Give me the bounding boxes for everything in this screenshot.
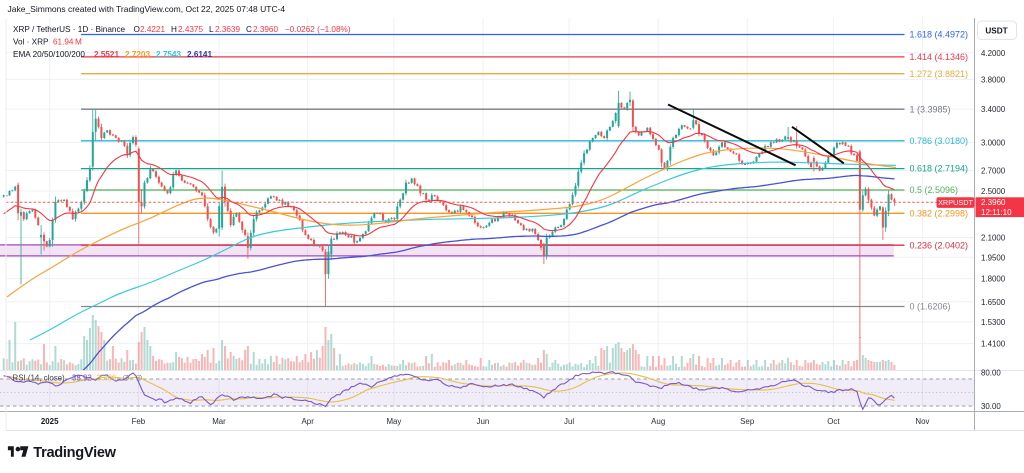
svg-text:Sep: Sep (740, 417, 755, 426)
svg-text:Apr: Apr (302, 417, 315, 426)
svg-text:1.5300: 1.5300 (981, 318, 1006, 327)
svg-text:Jun: Jun (477, 417, 490, 426)
svg-text:Oct: Oct (827, 417, 840, 426)
svg-text:1.4100: 1.4100 (981, 340, 1006, 349)
svg-text:2.3960: 2.3960 (981, 198, 1006, 207)
svg-text:1.272 (3.8821): 1.272 (3.8821) (910, 69, 969, 79)
svg-text:2025: 2025 (41, 417, 59, 426)
svg-text:3.0000: 3.0000 (981, 139, 1006, 148)
svg-text:0.5 (2.5096): 0.5 (2.5096) (910, 185, 959, 195)
svg-text:1 (3.3985): 1 (3.3985) (910, 104, 951, 114)
svg-text:12:11:10: 12:11:10 (981, 208, 1012, 217)
svg-text:Jul: Jul (564, 417, 574, 426)
svg-text:0.618 (2.7194): 0.618 (2.7194) (910, 164, 969, 174)
svg-text:0.786 (3.0180): 0.786 (3.0180) (910, 136, 969, 146)
svg-text:1.6500: 1.6500 (981, 298, 1006, 307)
svg-text:3.4000: 3.4000 (981, 105, 1006, 114)
svg-text:1.414 (4.1346): 1.414 (4.1346) (910, 52, 969, 62)
svg-text:Mar: Mar (212, 417, 226, 426)
svg-text:0.236 (2.0402): 0.236 (2.0402) (910, 240, 969, 250)
svg-text:80.00: 80.00 (981, 368, 1001, 377)
svg-text:0 (1.6206): 0 (1.6206) (910, 302, 951, 312)
svg-text:XRPUSDT: XRPUSDT (938, 198, 973, 207)
svg-text:Jake_Simmons created with Trad: Jake_Simmons created with TradingView.co… (8, 4, 286, 14)
svg-text:2.7000: 2.7000 (981, 167, 1006, 176)
svg-text:1.8000: 1.8000 (981, 275, 1006, 284)
svg-text:2.5000: 2.5000 (981, 187, 1006, 196)
svg-text:1.9500: 1.9500 (981, 253, 1006, 262)
svg-text:Nov: Nov (915, 417, 929, 426)
svg-text:3.8000: 3.8000 (981, 76, 1006, 85)
svg-text:TradingView: TradingView (33, 445, 116, 461)
svg-text:2.1000: 2.1000 (981, 234, 1006, 243)
svg-text:1.618 (4.4972): 1.618 (4.4972) (910, 30, 969, 40)
svg-text:May: May (386, 417, 401, 426)
svg-text:Aug: Aug (651, 417, 665, 426)
svg-text:30.00: 30.00 (981, 402, 1001, 411)
svg-text:4.2000: 4.2000 (981, 49, 1006, 58)
svg-text:Feb: Feb (132, 417, 146, 426)
svg-text:USDT: USDT (985, 26, 1007, 35)
svg-text:0.382 (2.2998): 0.382 (2.2998) (910, 208, 969, 218)
